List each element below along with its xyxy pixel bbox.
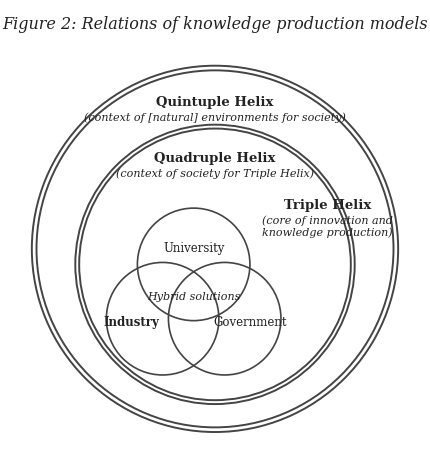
- Text: Triple Helix: Triple Helix: [284, 199, 371, 212]
- Text: Quadruple Helix: Quadruple Helix: [154, 153, 276, 165]
- Text: (context of [natural] environments for society): (context of [natural] environments for s…: [84, 112, 346, 123]
- Text: Hybrid solutions: Hybrid solutions: [147, 292, 240, 302]
- Text: Industry: Industry: [104, 316, 160, 329]
- Text: Figure 2: Relations of knowledge production models: Figure 2: Relations of knowledge product…: [2, 16, 428, 33]
- Text: (context of society for Triple Helix): (context of society for Triple Helix): [116, 168, 314, 179]
- Text: Government: Government: [213, 316, 287, 329]
- Text: University: University: [163, 242, 224, 255]
- Text: Quintuple Helix: Quintuple Helix: [157, 96, 273, 109]
- Text: (core of innovation and
knowledge production): (core of innovation and knowledge produc…: [262, 215, 393, 238]
